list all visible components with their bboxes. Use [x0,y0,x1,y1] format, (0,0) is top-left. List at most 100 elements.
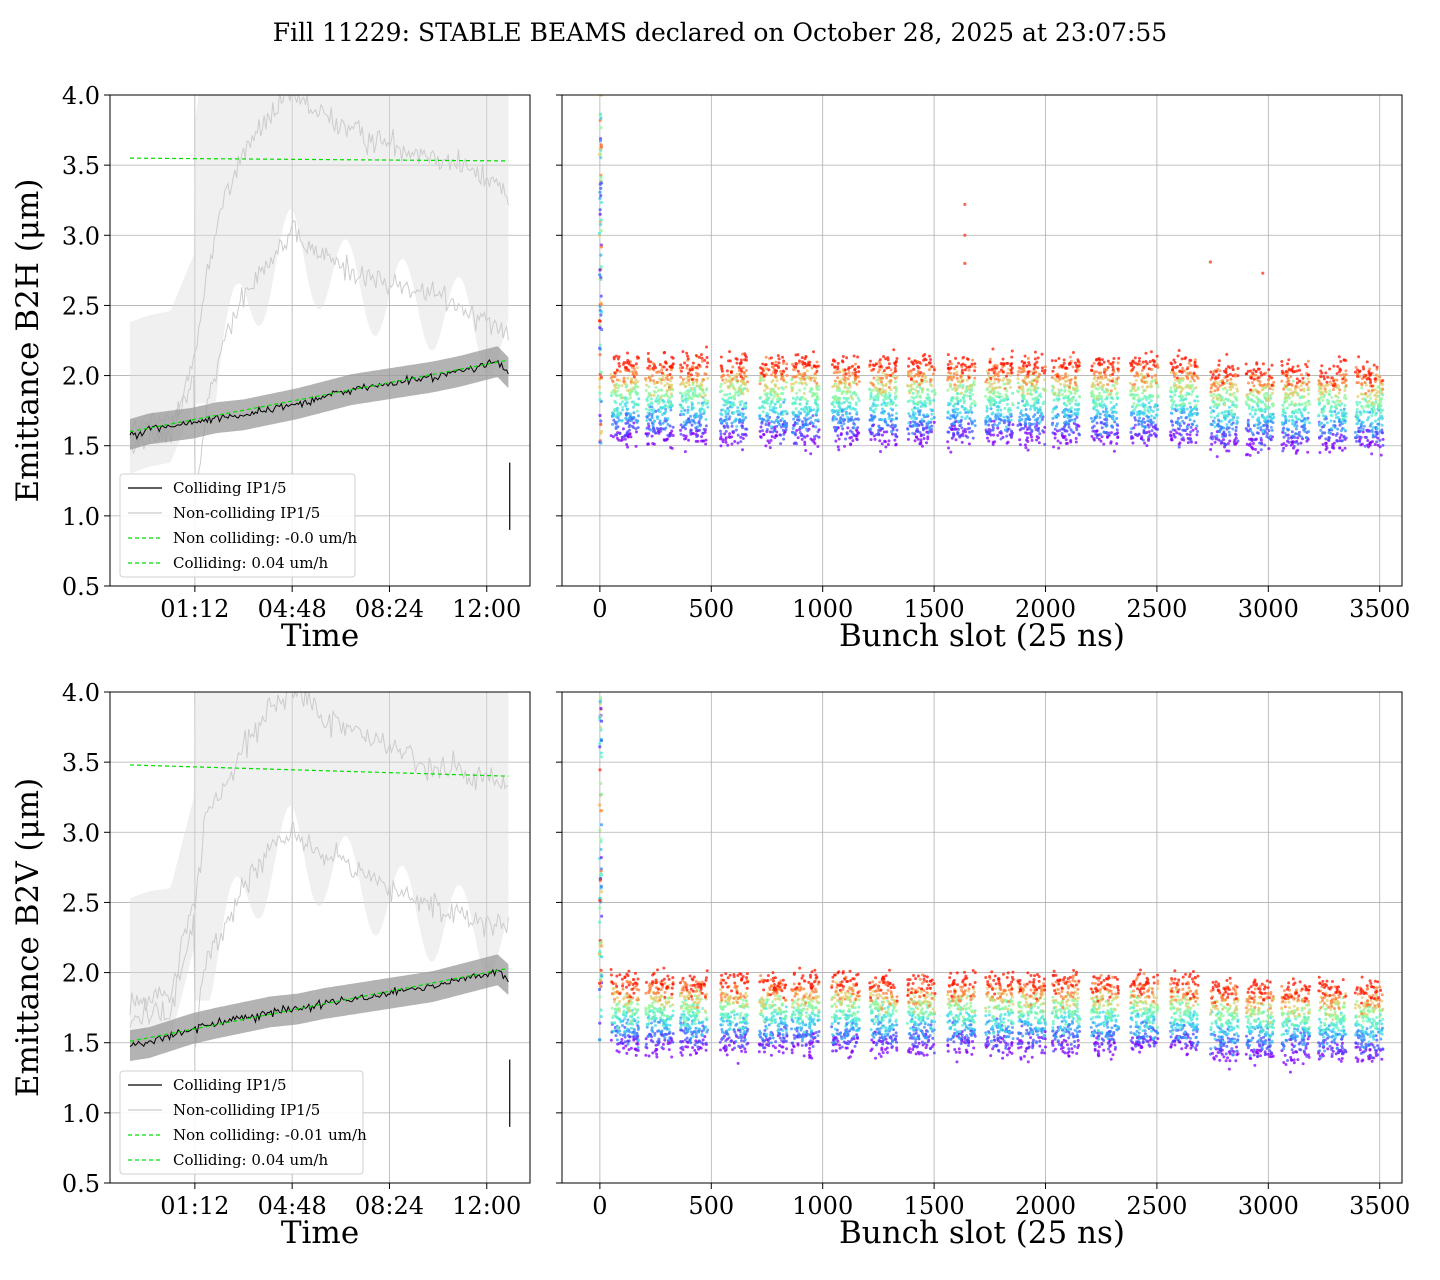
scatter-point [1368,410,1372,414]
scatter-point [1255,395,1259,399]
scatter-point [1056,399,1060,403]
scatter-point [773,371,777,375]
scatter-point [758,406,762,410]
scatter-point [1106,365,1110,369]
scatter-point [1370,452,1374,456]
scatter-point [1007,422,1011,426]
scatter-point [622,360,626,364]
scatter-point [1147,395,1151,399]
scatter-point [803,416,807,420]
scatter-point [1291,434,1295,438]
scatter-point [1335,372,1339,376]
scatter-point [1248,453,1252,457]
scatter-point [835,409,839,413]
scatter-point [880,433,884,437]
scatter-point [888,414,892,418]
scatter-point [833,417,837,421]
scatter-point [1099,397,1103,401]
scatter-point [1306,411,1310,415]
scatter-point [695,412,699,416]
scatter-point [685,366,689,370]
y-tick-label: 3.0 [62,222,100,250]
scatter-point [1381,443,1385,447]
scatter-point [1269,438,1273,442]
scatter-point [1179,376,1183,380]
scatter-point [1115,416,1119,420]
scatter-point [1091,384,1095,388]
scatter-point [853,362,857,366]
scatter-point [918,360,922,364]
scatter-point [815,369,819,373]
scatter-point [1292,444,1296,448]
scatter-point [705,387,709,391]
scatter-point [913,402,917,406]
scatter-point [840,424,844,428]
scatter-point [844,412,848,416]
scatter-point [689,414,693,418]
scatter-point [965,408,969,412]
scatter-point [802,374,806,378]
scatter-point [1355,400,1359,404]
scatter-point [1251,371,1255,375]
scatter-point [1057,392,1061,396]
scatter-point [1136,393,1140,397]
scatter-point [996,412,1000,416]
scatter-point [1142,376,1146,380]
scatter-point [999,429,1003,433]
scatter-point [841,413,845,417]
scatter-point [1063,388,1067,392]
scatter-point [618,370,622,374]
scatter-point [744,416,748,420]
scatter-point [617,411,621,415]
scatter-point [1022,366,1026,370]
scatter-point [1338,446,1342,450]
scatter-point [1112,418,1116,422]
scatter-point [1009,385,1013,389]
scatter-point [1098,358,1102,362]
scatter-point [695,384,699,388]
scatter-point [913,359,917,363]
scatter-point [739,411,743,415]
scatter-point [647,413,651,417]
scatter-point [1225,389,1229,393]
scatter-point [1098,363,1102,367]
scatter-point [973,369,977,373]
scatter-point [741,415,745,419]
scatter-point [764,444,768,448]
scatter-point [798,431,802,435]
scatter-point [1025,399,1029,403]
scatter-point [1180,370,1184,374]
scatter-point [1306,450,1310,454]
scatter-point [1099,432,1103,436]
scatter-point [1111,383,1115,387]
scatter-point [779,377,783,381]
scatter-point [1113,380,1117,384]
scatter-point [1018,415,1022,419]
scatter-point [1337,391,1341,395]
scatter-point [767,396,771,400]
scatter-point [798,402,802,406]
scatter-point [933,393,937,397]
scatter-point [1021,387,1025,391]
scatter-point [1133,408,1137,412]
scatter-point [910,416,914,420]
scatter-point [1151,409,1155,413]
scatter-point [1036,366,1040,370]
scatter-point [1068,381,1072,385]
scatter-point [1214,394,1218,398]
scatter-point [1074,369,1078,373]
scatter-point [598,385,602,389]
scatter-point [954,356,958,360]
scatter-point [831,385,835,389]
scatter-point [1219,439,1223,443]
scatter-point [1022,361,1026,365]
scatter-point [946,376,950,380]
scatter-point [1140,369,1144,373]
scatter-point [1284,417,1288,421]
scatter-point [816,405,820,409]
scatter-point [798,372,802,376]
scatter-point [651,366,655,370]
scatter-point [1301,376,1305,380]
scatter-point [1292,420,1296,424]
scatter-point [928,377,932,381]
